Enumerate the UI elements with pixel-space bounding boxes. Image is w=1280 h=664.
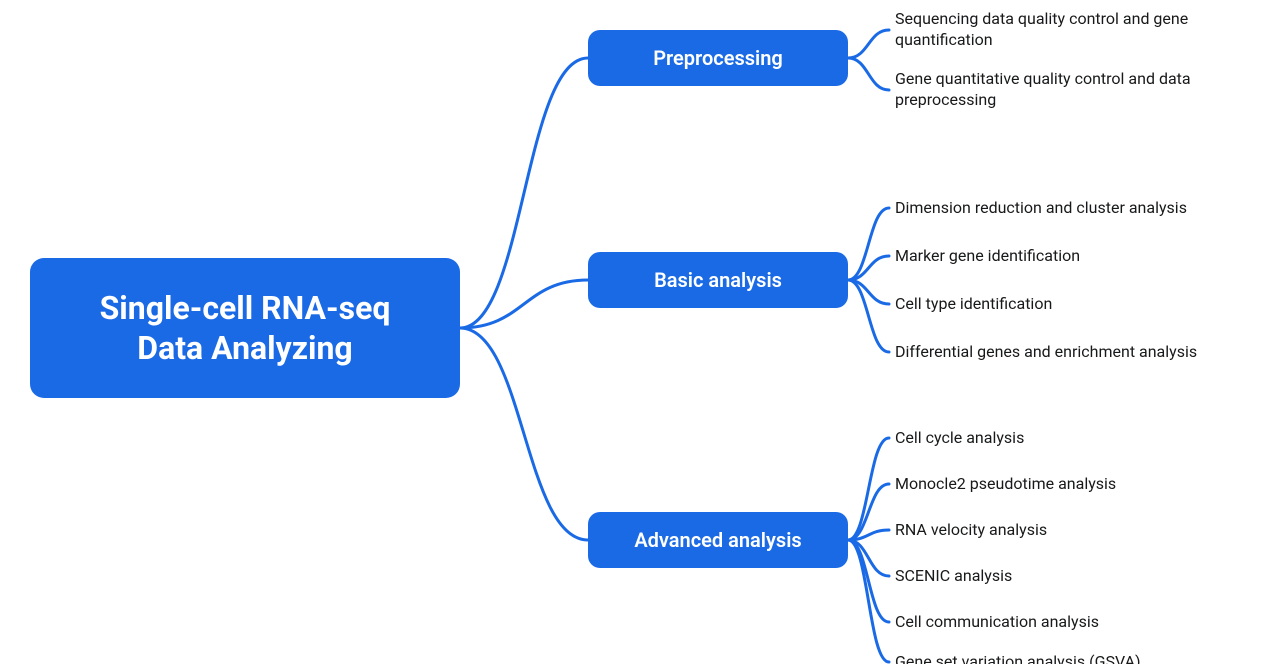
leaf-label: SCENIC analysis <box>895 566 1012 587</box>
leaf-node-a2: Monocle2 pseudotime analysis <box>895 472 1275 496</box>
root-label: Single-cell RNA-seqData Analyzing <box>100 288 391 368</box>
leaf-label: Cell cycle analysis <box>895 428 1024 449</box>
leaf-node-b2: Marker gene identification <box>895 244 1275 268</box>
leaf-label: Gene quantitative quality control and da… <box>895 69 1275 111</box>
leaf-node-b4: Differential genes and enrichment analys… <box>895 340 1275 364</box>
leaf-label: Sequencing data quality control and gene… <box>895 9 1275 51</box>
leaf-node-pp2: Gene quantitative quality control and da… <box>895 68 1275 112</box>
leaf-node-a6: Gene set variation analysis (GSVA) <box>895 650 1275 664</box>
leaf-label: Cell type identification <box>895 294 1052 315</box>
branch-node-preprocessing: Preprocessing <box>588 30 848 86</box>
leaf-label: Cell communication analysis <box>895 612 1099 633</box>
leaf-node-a4: SCENIC analysis <box>895 564 1275 588</box>
leaf-node-b1: Dimension reduction and cluster analysis <box>895 196 1275 220</box>
branch-label: Advanced analysis <box>634 528 801 552</box>
branch-node-advanced: Advanced analysis <box>588 512 848 568</box>
leaf-node-a1: Cell cycle analysis <box>895 426 1275 450</box>
leaf-label: Marker gene identification <box>895 246 1080 267</box>
leaf-node-a5: Cell communication analysis <box>895 610 1275 634</box>
branch-node-basic: Basic analysis <box>588 252 848 308</box>
leaf-label: Differential genes and enrichment analys… <box>895 342 1197 363</box>
branch-label: Basic analysis <box>654 268 782 292</box>
leaf-node-b3: Cell type identification <box>895 292 1275 316</box>
leaf-label: Dimension reduction and cluster analysis <box>895 198 1187 219</box>
root-node: Single-cell RNA-seqData Analyzing <box>30 258 460 398</box>
leaf-label: RNA velocity analysis <box>895 520 1047 541</box>
leaf-label: Gene set variation analysis (GSVA) <box>895 652 1141 664</box>
branch-label: Preprocessing <box>653 46 783 70</box>
leaf-node-pp1: Sequencing data quality control and gene… <box>895 8 1275 52</box>
leaf-label: Monocle2 pseudotime analysis <box>895 474 1116 495</box>
leaf-node-a3: RNA velocity analysis <box>895 518 1275 542</box>
